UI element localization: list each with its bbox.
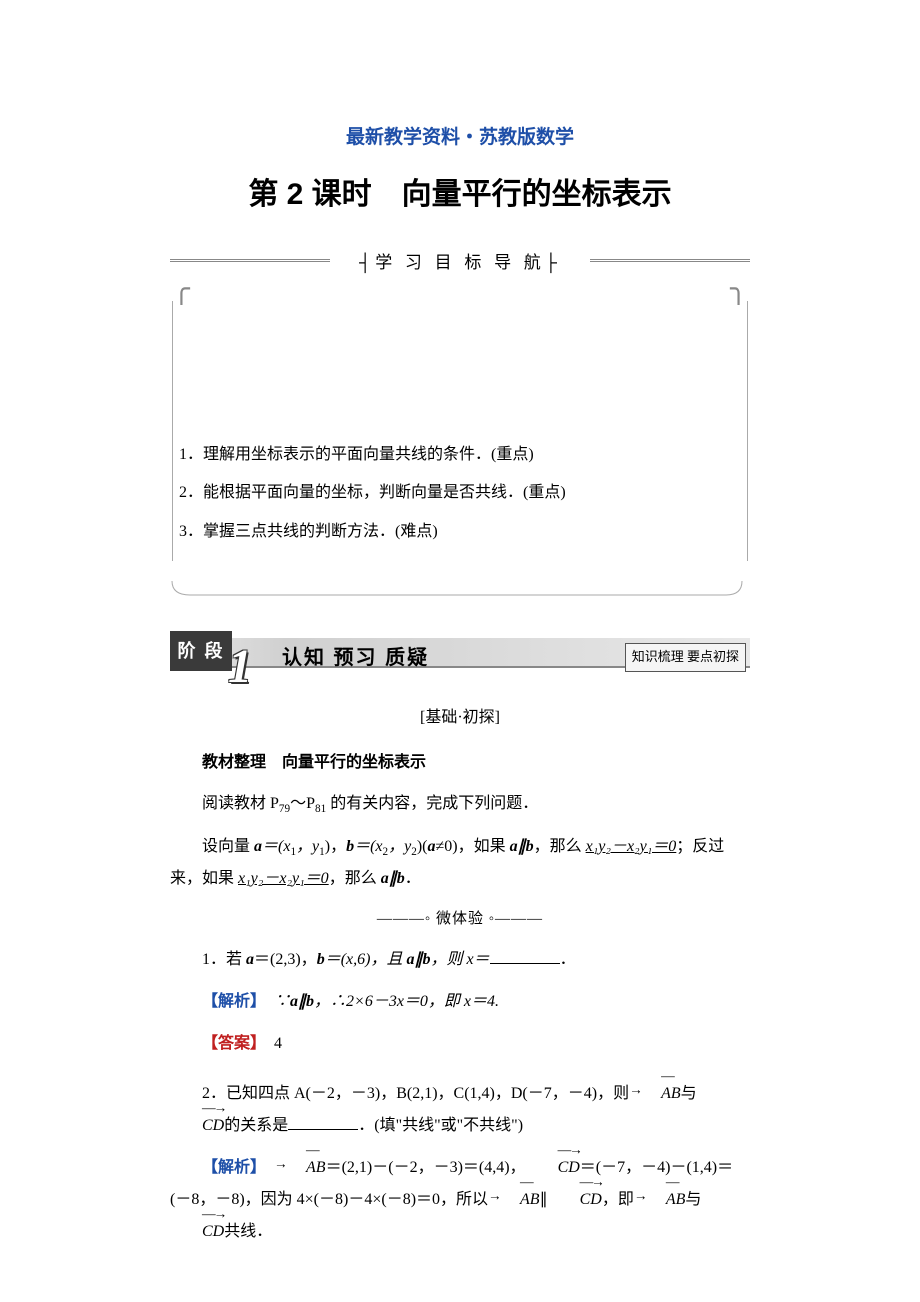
q1-d: ，则 x＝ [430,951,489,968]
vec-b2: b [526,838,534,855]
stage-right-box: 知识梳理 要点初探 [625,643,746,672]
stage-bar: 阶 段 1 认知 预习 质疑 知识梳理 要点初探 [170,627,750,673]
th-y: ，y [296,838,319,855]
par1: ∥ [518,838,526,855]
q1-b: ＝(2,3)， [254,951,317,968]
section-subheading: [基础·初探] [170,703,750,733]
q2-analysis: 【解析】 —→AB＝(2,1)－(－2，－3)＝(4,4)，—→CD＝(－7，－… [170,1152,750,1248]
vec-b3: b [397,870,405,887]
vec-ab-4: —→AB [634,1184,686,1216]
q2-ana-b: ＝(2,1)－(－2，－3)＝(4,4)， [326,1159,526,1176]
q2-b: 与 [681,1085,697,1102]
q1-vb: b [317,951,325,968]
goal-item-2: 2．能根据平面向量的坐标，判断向量是否共线．(重点) [173,474,747,512]
par2: ∥ [389,870,397,887]
goals-bottom-curve [170,581,750,597]
stage-label: 认知 预习 质疑 [282,639,429,677]
vec-arrow-icon: —→ [488,1175,541,1202]
q2-ana-e: ，即 [602,1191,634,1208]
vec-arrow-icon: —→ [629,1069,682,1096]
vec-cd-t2: CD [558,1159,580,1176]
vec-b: b [346,838,354,855]
q2-a: 2．已知四点 A(－2，－3)，B(2,1)，C(1,4)，D(－7，－4)，则 [202,1085,629,1102]
vec-ab: —→AB [629,1078,681,1110]
th-t2t: ≠0)，如果 [435,838,509,855]
analysis-label: 【解析】 [202,993,258,1010]
nav-label-text: 学 习 目 标 导 航 [375,253,545,272]
goal-item-3: 3．掌握三点共线的判断方法．(难点) [173,513,747,551]
q2-ana-g: 共线． [224,1223,272,1240]
th-t5: ． [405,870,421,887]
vec-arrow-icon: —→ [634,1175,687,1202]
reading-mid: ～P [290,795,315,812]
th-then: ，那么 [534,838,586,855]
q2-c: 的关系是 [224,1117,288,1134]
q1-ana-b1: ∵ [258,993,290,1010]
q2-ana-a [258,1159,274,1176]
th-c2: )( [417,838,428,855]
vec-a4: a [381,870,389,887]
q1-ana-par: ∥ [298,993,306,1010]
q1-ans-body: 4 [258,1035,282,1052]
stage-number: 1 [228,621,252,712]
reading-post: 的有关内容，完成下列问题． [326,795,538,812]
th-c1: )， [325,838,346,855]
reading-p2: 81 [315,803,326,815]
th-u1: x₁y₂－x₂y₁＝0 [586,838,677,855]
goal-item-1: 1．理解用坐标表示的平面向量共线的条件．(重点) [173,436,747,474]
nav-rule-left [170,259,330,262]
q1-ana-b: b [306,993,314,1010]
vec-cd-t3: CD [580,1191,602,1208]
vec-ab-3: —→AB [488,1184,540,1216]
q1-blank [490,948,560,964]
theorem-text: 设向量 a＝(x1，y1)，b＝(x2，y2)(a≠0)，如果 a∥b，那么 x… [170,831,750,896]
reading-p1: 79 [279,803,290,815]
q2-blank [288,1114,358,1130]
q1-ana-b2: ，∴2×6－3x＝0，即 x＝4. [314,993,499,1010]
th-m2: ＝(x [354,838,382,855]
vec-cd-3: —→CD [548,1184,602,1216]
material-title: 教材整理 向量平行的坐标表示 [170,748,750,778]
vec-cd-4: —→CD [170,1216,224,1248]
q2-ana-d: ∥ [540,1191,548,1208]
th-t4: ，那么 [329,870,381,887]
goals-box: 1．理解用坐标表示的平面向量共线的条件．(重点) 2．能根据平面向量的坐标，判断… [172,301,748,561]
q1-answer: 【答案】 4 [170,1028,750,1060]
nav-banner: ┤学 习 目 标 导 航├ ╭ ╮ [170,241,750,301]
vec-a3: a [510,838,518,855]
nav-rule-right [590,259,750,262]
th-m1: ＝(x [262,838,290,855]
analysis-label-2: 【解析】 [202,1159,258,1176]
th-pre: 设向量 [202,838,254,855]
q2-d: ．(填"共线"或"不共线") [358,1117,523,1134]
answer-label: 【答案】 [202,1035,258,1052]
stage-block: 阶 段 [170,631,232,671]
mini-divider: ———◦ 微体验 ◦——— [170,905,750,934]
q2-ana-f: 与 [685,1191,701,1208]
q1-a: 1．若 [202,951,246,968]
vec-ab-2: —→AB [274,1152,326,1184]
vec-cd: —→CD [170,1110,224,1142]
vec-cd-t4: CD [202,1223,224,1240]
reading-line: 阅读教材 P79～P81 的有关内容，完成下列问题． [170,788,750,821]
reading-pre: 阅读教材 P [202,795,279,812]
vec-arrow-icon: —→ [170,1101,225,1115]
page-title: 第 2 课时 向量平行的坐标表示 [170,166,750,223]
vec-arrow-icon: —→ [274,1143,327,1170]
th-u2: x₁y₂－x₂y₁＝0 [238,870,329,887]
q1-va: a [246,951,254,968]
vec-a: a [254,838,262,855]
th-y2t: ，y [388,838,411,855]
vec-cd-text: CD [202,1117,224,1134]
q1-analysis: 【解析】 ∵a∥b，∴2×6－3x＝0，即 x＝4. [170,986,750,1018]
vec-arrow-icon: —→ [170,1207,225,1221]
q1-c: ＝(x,6)，且 [325,951,407,968]
q1-text: 1．若 a＝(2,3)，b＝(x,6)，且 a∥b，则 x＝． [170,944,750,976]
q2-text: 2．已知四点 A(－2，－3)，B(2,1)，C(1,4)，D(－7，－4)，则… [170,1078,750,1142]
q1-ana-a: a [290,993,298,1010]
vec-arrow-icon: —→ [526,1143,581,1157]
vec-arrow-icon: —→ [548,1175,603,1189]
header-subtitle: 最新教学资料・苏教版数学 [170,120,750,156]
